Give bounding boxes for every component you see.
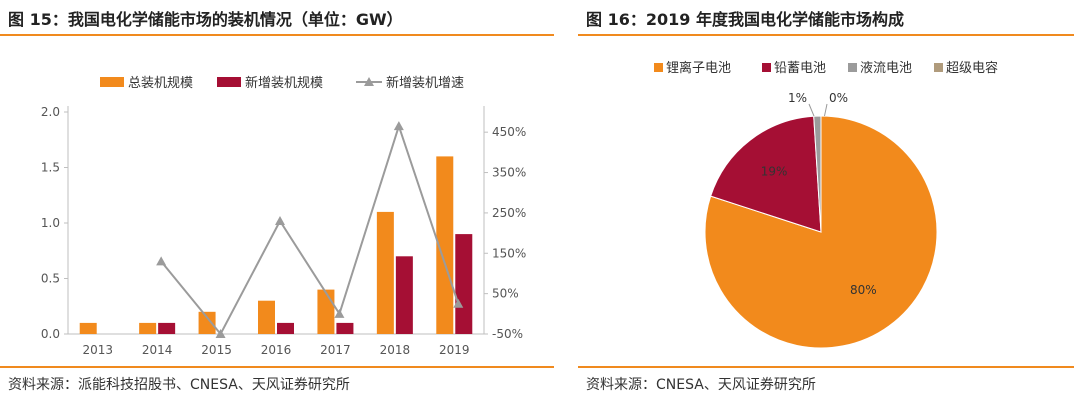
left-tick-label: 0.0 <box>41 327 60 341</box>
pie-slices-group <box>704 115 938 349</box>
bar-new-capacity <box>395 256 413 334</box>
pie-legend-label: 液流电池 <box>860 61 912 76</box>
tick-labels: 0.0 0.5 1.0 1.5 2.0 -50% 50% 150% 250% 350% 450% 20… <box>41 105 526 357</box>
growth-rate-line <box>160 122 460 336</box>
x-tick-label: 2018 <box>380 343 411 357</box>
figure-16-top-rule <box>578 34 1074 36</box>
pie-legend-swatch <box>848 63 857 72</box>
legend-label: 新增装机增速 <box>386 75 464 91</box>
pie-value-label: 80% <box>850 283 877 297</box>
bar-new-capacity <box>277 322 294 334</box>
figure-16-title: 图 16：2019 年度我国电化学储能市场构成 <box>586 10 904 29</box>
left-tick-label: 1.0 <box>41 216 60 230</box>
figure-16-source: 资料来源：CNESA、天风证券研究所 <box>586 377 816 393</box>
triangle-marker-icon <box>364 77 374 86</box>
legend-label: 新增装机规模 <box>245 75 323 91</box>
market-composition-pie: 锂离子电池 铅蓄电池 液流电池 超级电容 80% 19% 1% 0% <box>654 60 998 349</box>
pie-leader-line <box>808 103 815 117</box>
growth-rate-point <box>156 256 167 266</box>
legend-label: 总装机规模 <box>128 76 193 91</box>
pie-legend-swatch <box>762 63 771 72</box>
left-tick-label: 1.5 <box>41 161 60 175</box>
pie-legend-label: 超级电容 <box>946 60 998 76</box>
x-tick-label: 2013 <box>82 343 113 357</box>
bar-new-capacity <box>455 234 473 334</box>
pie-legend-swatch <box>654 63 663 72</box>
pie-slice <box>710 115 822 233</box>
bar-total-capacity <box>258 300 275 334</box>
figure-15-bottom-rule <box>0 366 554 368</box>
left-tick-label: 2.0 <box>41 105 60 119</box>
right-tick-label: 450% <box>492 125 526 139</box>
right-tick-label: -50% <box>492 327 523 341</box>
right-tick-label: 50% <box>492 287 519 301</box>
x-tick-label: 2016 <box>261 343 292 357</box>
figure-16-panel: 图 16：2019 年度我国电化学储能市场构成 锂离子电池 铅蓄电池 液流电池 超级电… <box>578 0 1080 400</box>
right-tick-label: 250% <box>492 206 526 220</box>
growth-rate-point <box>393 121 404 131</box>
right-tick-label: 350% <box>492 166 526 180</box>
pie-leader-line <box>823 103 828 117</box>
pie-value-label: 1% <box>788 91 807 105</box>
pie-legend-label: 锂离子电池 <box>666 60 731 76</box>
left-tick-label: 0.5 <box>41 272 60 286</box>
bar-total-capacity <box>436 156 454 334</box>
pie-legend-label: 铅蓄电池 <box>774 61 826 76</box>
bar-total-capacity <box>376 211 394 334</box>
x-tick-label: 2015 <box>201 343 232 357</box>
growth-line-group <box>156 121 464 338</box>
figure-15-title: 图 15：我国电化学储能市场的装机情况（单位：GW） <box>8 10 403 29</box>
bar-total-capacity <box>79 322 97 334</box>
growth-rate-point <box>334 308 345 318</box>
x-tick-label: 2014 <box>142 343 173 357</box>
pie-value-label: 0% <box>829 91 848 105</box>
installed-capacity-chart: 总装机规模 新增装机规模 新增装机增速 0.0 0.5 1.0 1.5 2.0 -50% 50%… <box>41 75 526 357</box>
chart-axes <box>67 106 485 335</box>
right-tick-label: 150% <box>492 246 526 260</box>
bar-new-capacity <box>158 322 176 334</box>
growth-rate-point <box>275 215 285 225</box>
x-tick-label: 2017 <box>320 343 351 357</box>
legend-swatch <box>100 77 124 87</box>
figure-15-top-rule <box>0 34 554 36</box>
figure-15-panel: 图 15：我国电化学储能市场的装机情况（单位：GW） 总装机规模 新增装机规模 新增… <box>0 10 554 393</box>
bar-series-group <box>79 156 473 334</box>
growth-rate-point <box>453 298 464 308</box>
bar-new-capacity <box>336 322 354 334</box>
figure-15-source: 资料来源：派能科技招股书、CNESA、天风证券研究所 <box>8 377 350 393</box>
x-tick-label: 2019 <box>439 343 470 357</box>
bar-total-capacity <box>139 322 157 334</box>
growth-rate-point <box>215 329 226 338</box>
pie-labels-group: 80% 19% 1% 0% <box>761 91 877 297</box>
legend-swatch <box>217 77 241 87</box>
bar-total-capacity <box>198 311 216 334</box>
figure-16-bottom-rule <box>578 366 1074 368</box>
pie-value-label: 19% <box>761 165 788 179</box>
pie-legend: 锂离子电池 铅蓄电池 液流电池 超级电容 <box>654 60 998 76</box>
chart-legend: 总装机规模 新增装机规模 新增装机增速 <box>100 75 464 91</box>
pie-slice <box>704 115 938 349</box>
pie-legend-swatch <box>934 63 943 72</box>
bar-total-capacity <box>317 289 335 334</box>
